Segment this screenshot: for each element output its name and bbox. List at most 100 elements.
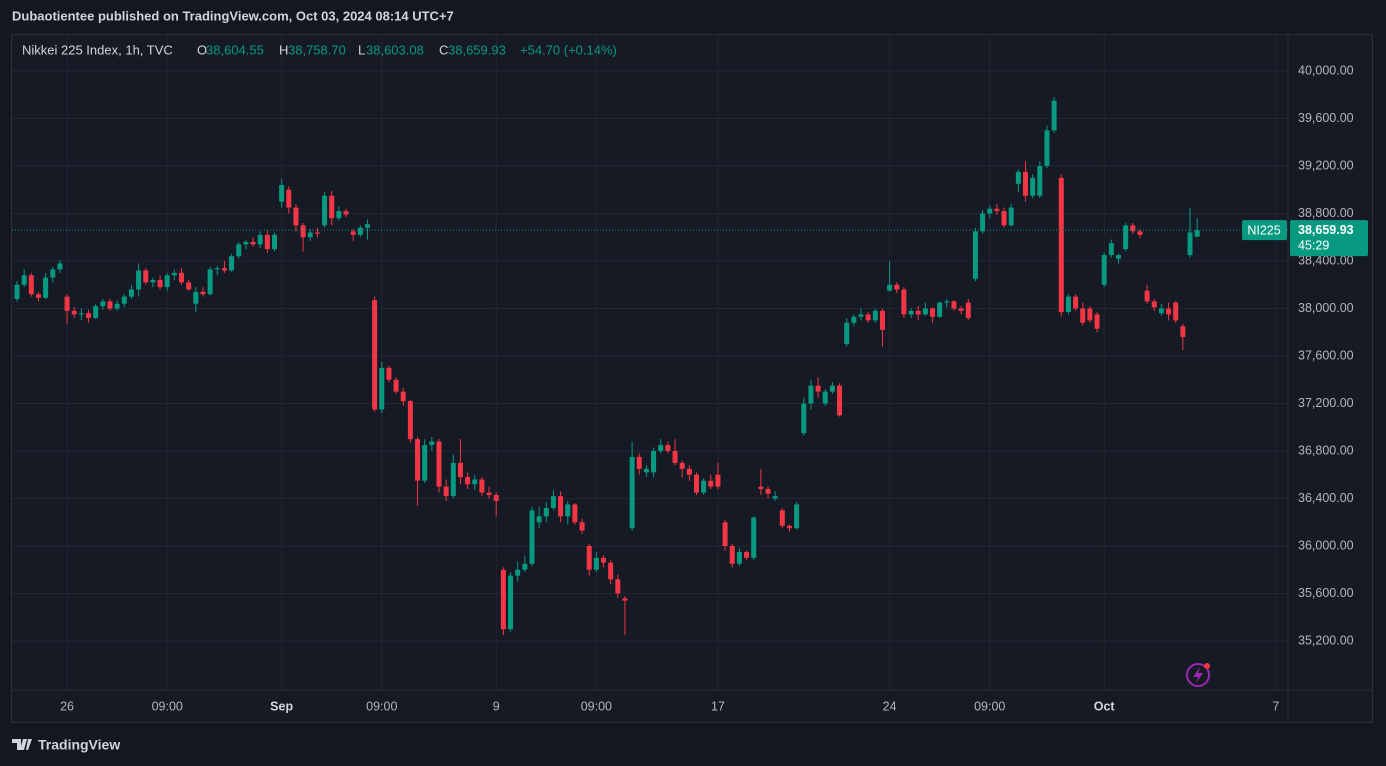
- candle-body: [336, 211, 342, 219]
- candle-body: [1087, 308, 1093, 321]
- candle-body: [243, 241, 249, 245]
- candle-body: [200, 291, 206, 295]
- candle-body: [972, 231, 978, 279]
- x-tick-label: 17: [711, 699, 725, 713]
- candle-body: [1130, 225, 1136, 232]
- candle-body: [1108, 243, 1114, 256]
- candle-body: [779, 510, 785, 526]
- candle-body: [415, 439, 421, 481]
- candle-body: [43, 277, 49, 298]
- candle-body: [815, 385, 821, 392]
- candle-body: [486, 492, 492, 495]
- candle-body: [307, 232, 313, 238]
- candle-body: [500, 569, 506, 630]
- candle-body: [128, 289, 134, 297]
- symbol: Nikkei 225 Index, 1h, TVC: [22, 42, 173, 57]
- y-tick-label: 37,200.00: [1298, 396, 1354, 410]
- candle-body: [579, 522, 585, 531]
- candle-body: [672, 451, 678, 463]
- y-tick-label: 38,800.00: [1298, 206, 1354, 220]
- candle-body: [558, 496, 564, 517]
- candle-body: [658, 445, 664, 452]
- symbol-tag: [1242, 220, 1287, 241]
- y-tick-label: 36,000.00: [1298, 538, 1354, 552]
- candle-body: [422, 445, 428, 481]
- candle-body: [300, 225, 306, 238]
- candle-body: [286, 189, 292, 208]
- candle-body: [636, 456, 642, 469]
- candle-body: [21, 275, 27, 285]
- candle-body: [1044, 130, 1050, 166]
- candle-body: [1151, 301, 1157, 308]
- candle-body: [794, 504, 800, 529]
- candle-body: [586, 546, 592, 570]
- candle-body: [772, 496, 778, 499]
- candle-body: [1073, 296, 1079, 309]
- candle-body: [865, 314, 871, 321]
- candle-body: [1144, 290, 1150, 302]
- candle-body: [429, 441, 435, 446]
- candle-body: [465, 477, 471, 485]
- candle-body: [1058, 177, 1064, 313]
- candle-body: [608, 562, 614, 580]
- candle-body: [14, 284, 20, 299]
- publisher: Dubaotientee published on TradingView.co…: [12, 8, 454, 23]
- x-tick-label: 09:00: [974, 699, 1005, 713]
- candle-body: [736, 551, 742, 564]
- candle-body: [715, 474, 721, 487]
- candle-body: [364, 224, 370, 228]
- symbol-tag-text: NI225: [1247, 223, 1280, 237]
- candle-body: [786, 525, 792, 529]
- candle-body: [457, 462, 463, 478]
- candle-body: [686, 468, 692, 475]
- candle-body: [887, 284, 893, 291]
- alert-icon[interactable]: [1186, 663, 1210, 687]
- candle-body: [1030, 177, 1036, 196]
- candle-body: [314, 232, 320, 234]
- candle-body: [221, 268, 227, 271]
- candle-body: [250, 241, 256, 245]
- candle-body: [858, 314, 864, 317]
- candle-body: [1187, 232, 1193, 256]
- candle-body: [436, 441, 442, 487]
- axes: 35,200.00 35,600.00 36,000.00 36,400.00 36,8…: [60, 63, 1368, 713]
- candle-body: [1037, 165, 1043, 196]
- candle-body: [679, 462, 685, 469]
- candle-body: [615, 579, 621, 594]
- candle-body: [665, 445, 671, 452]
- candle-body: [508, 575, 514, 630]
- y-tick-label: 35,200.00: [1298, 633, 1354, 647]
- candle-body: [722, 522, 728, 547]
- candle-body: [107, 301, 113, 309]
- candle-body: [86, 313, 92, 318]
- candle-body: [472, 479, 478, 485]
- candle-body: [379, 367, 385, 410]
- logo-mark: [12, 739, 32, 750]
- candle-body: [994, 208, 1000, 212]
- candle-body: [1051, 100, 1057, 131]
- candle-body: [894, 284, 900, 290]
- candle-body: [1194, 230, 1200, 237]
- candle-body: [1158, 308, 1164, 314]
- candle-body: [701, 480, 707, 493]
- candle-body: [257, 234, 263, 245]
- candle-body: [651, 451, 657, 473]
- y-tick-label: 37,600.00: [1298, 348, 1354, 362]
- candle-body: [279, 184, 285, 202]
- y-tick-label: 35,600.00: [1298, 586, 1354, 600]
- y-tick-label: 39,200.00: [1298, 158, 1354, 172]
- candle-body: [901, 289, 907, 315]
- candle-body: [121, 296, 127, 304]
- icon-ring: [1186, 663, 1210, 687]
- candle-body: [565, 504, 571, 517]
- y-tick-label: 36,400.00: [1298, 491, 1354, 505]
- candle-body: [1094, 314, 1100, 329]
- plot: [12, 97, 1288, 636]
- ohlc-value: 38,604.55: [206, 42, 264, 57]
- candle-body: [193, 291, 199, 304]
- candle-body: [601, 557, 607, 563]
- candle-body: [100, 301, 106, 307]
- candle-body: [944, 301, 950, 303]
- icon-dot: [1204, 663, 1210, 669]
